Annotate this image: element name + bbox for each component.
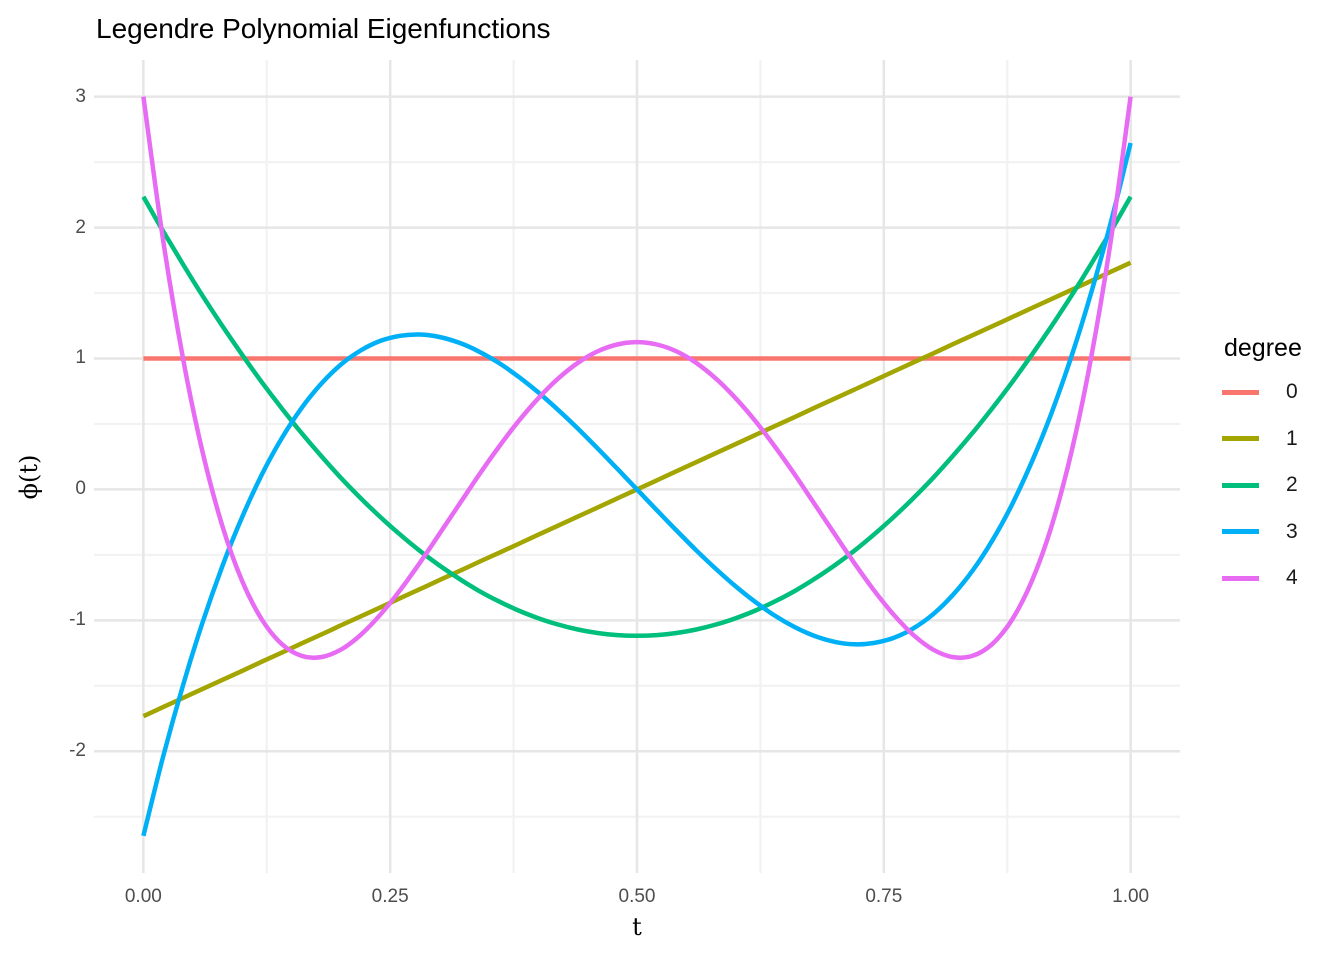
x-tick-label: 0.25 [371,886,409,907]
legend-key-line [1222,529,1259,535]
y-tick-label: 0 [75,478,86,500]
curve-degree-4 [141,96,1133,660]
y-tick-label: -1 [69,609,86,631]
x-tick-label: 0.75 [865,886,903,907]
legend-title: degree [1224,334,1302,362]
y-tick-label: 3 [75,85,86,107]
legend: degree 0 1 2 3 4 [1222,334,1342,602]
legend-label: 3 [1286,519,1298,543]
legend-entry: 0 [1222,369,1342,416]
legend-key-line [1222,482,1259,488]
legend-label: 0 [1286,380,1298,404]
legend-label: 1 [1286,426,1298,450]
chart-title: Legendre Polynomial Eigenfunctions [96,13,551,44]
curves [141,96,1133,837]
grid-major [94,60,1180,873]
legend-key-line [1222,575,1259,581]
x-axis-title: t [632,913,642,941]
legend-key-line [1222,436,1259,442]
y-tick-label: 2 [75,216,86,238]
legend-entry: 4 [1222,555,1342,602]
curve-degree-2 [141,195,1133,639]
legend-key-line [1222,389,1259,395]
y-tick-label: 1 [75,347,86,369]
curve-degree-3 [141,142,1133,837]
legend-label: 2 [1286,473,1298,497]
x-tick-label: 0.00 [124,886,162,907]
x-tick-label: 1.00 [1112,886,1150,907]
legend-label: 4 [1286,566,1298,590]
legend-entry: 1 [1222,416,1342,463]
legend-entry: 2 [1222,462,1342,509]
y-tick-label: -2 [69,740,86,762]
x-tick-label: 0.50 [618,886,656,907]
legend-entries: 0 1 2 3 4 [1222,369,1342,602]
legend-entry: 3 [1222,509,1342,556]
